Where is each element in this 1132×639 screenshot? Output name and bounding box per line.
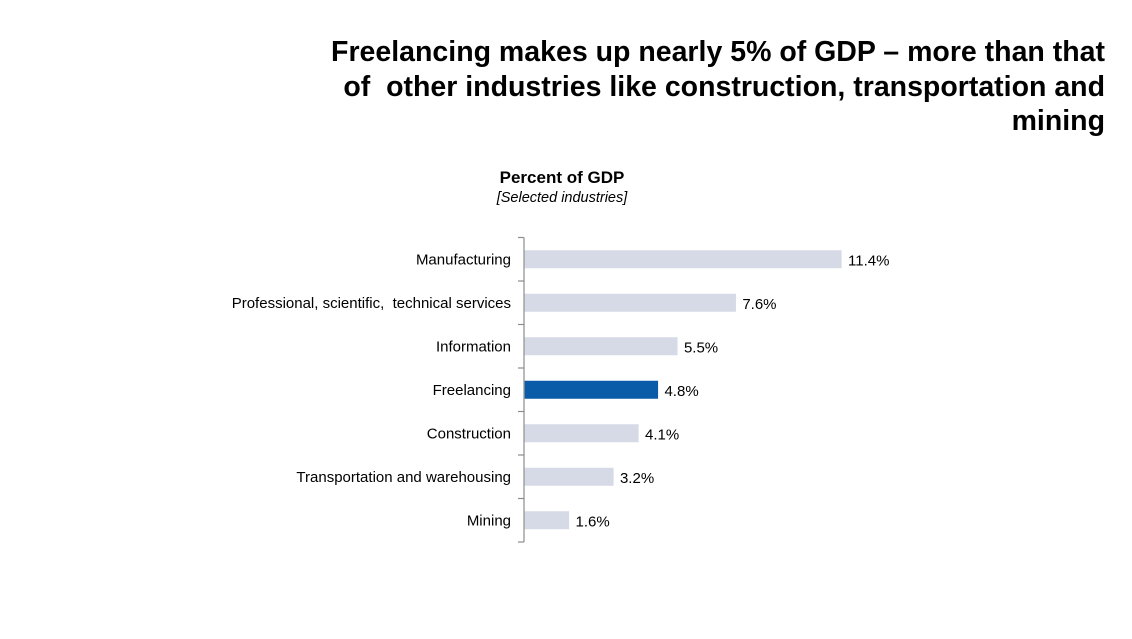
bar-mining <box>524 511 570 530</box>
category-labels: Manufacturing Professional, scientific, t… <box>232 251 511 529</box>
value-label: 4.8% <box>664 383 698 400</box>
category-label: Information <box>436 338 511 355</box>
value-label: 7.6% <box>742 296 776 313</box>
category-label: Transportation and warehousing <box>296 469 511 486</box>
headline-line-1: Freelancing makes up nearly 5% of GDP – … <box>331 36 1105 68</box>
bar-construction <box>524 424 639 443</box>
value-label: 5.5% <box>684 339 718 356</box>
value-label: 11.4% <box>848 252 889 269</box>
bar-professional-scientific-technical-services <box>524 293 736 312</box>
headline-line-3: mining <box>1011 105 1105 137</box>
category-label: Mining <box>467 512 511 529</box>
value-label: 4.1% <box>645 426 679 443</box>
category-label: Professional, scientific, technical serv… <box>232 295 511 312</box>
category-axis <box>518 236 525 543</box>
value-label: 1.6% <box>575 513 609 530</box>
bars-group <box>524 250 842 530</box>
value-labels: 11.4% 7.6% 5.5% 4.8% 4.1% 3.2% 1.6% <box>575 252 889 530</box>
value-label: 3.2% <box>620 470 654 487</box>
headline: Freelancing makes up nearly 5% of GDP – … <box>205 35 1105 139</box>
category-label: Manufacturing <box>416 251 511 268</box>
bar-freelancing <box>524 380 659 399</box>
bar-transportation-and-warehousing <box>524 467 614 486</box>
chart-subtitle: [Selected industries] <box>496 190 628 206</box>
chart-title: Percent of GDP <box>499 168 625 187</box>
bar-manufacturing <box>524 250 842 269</box>
bar-information <box>524 337 678 356</box>
category-label: Construction <box>427 425 511 442</box>
headline-line-2: of other industries like construction, t… <box>343 70 1105 103</box>
category-label: Freelancing <box>433 382 511 399</box>
